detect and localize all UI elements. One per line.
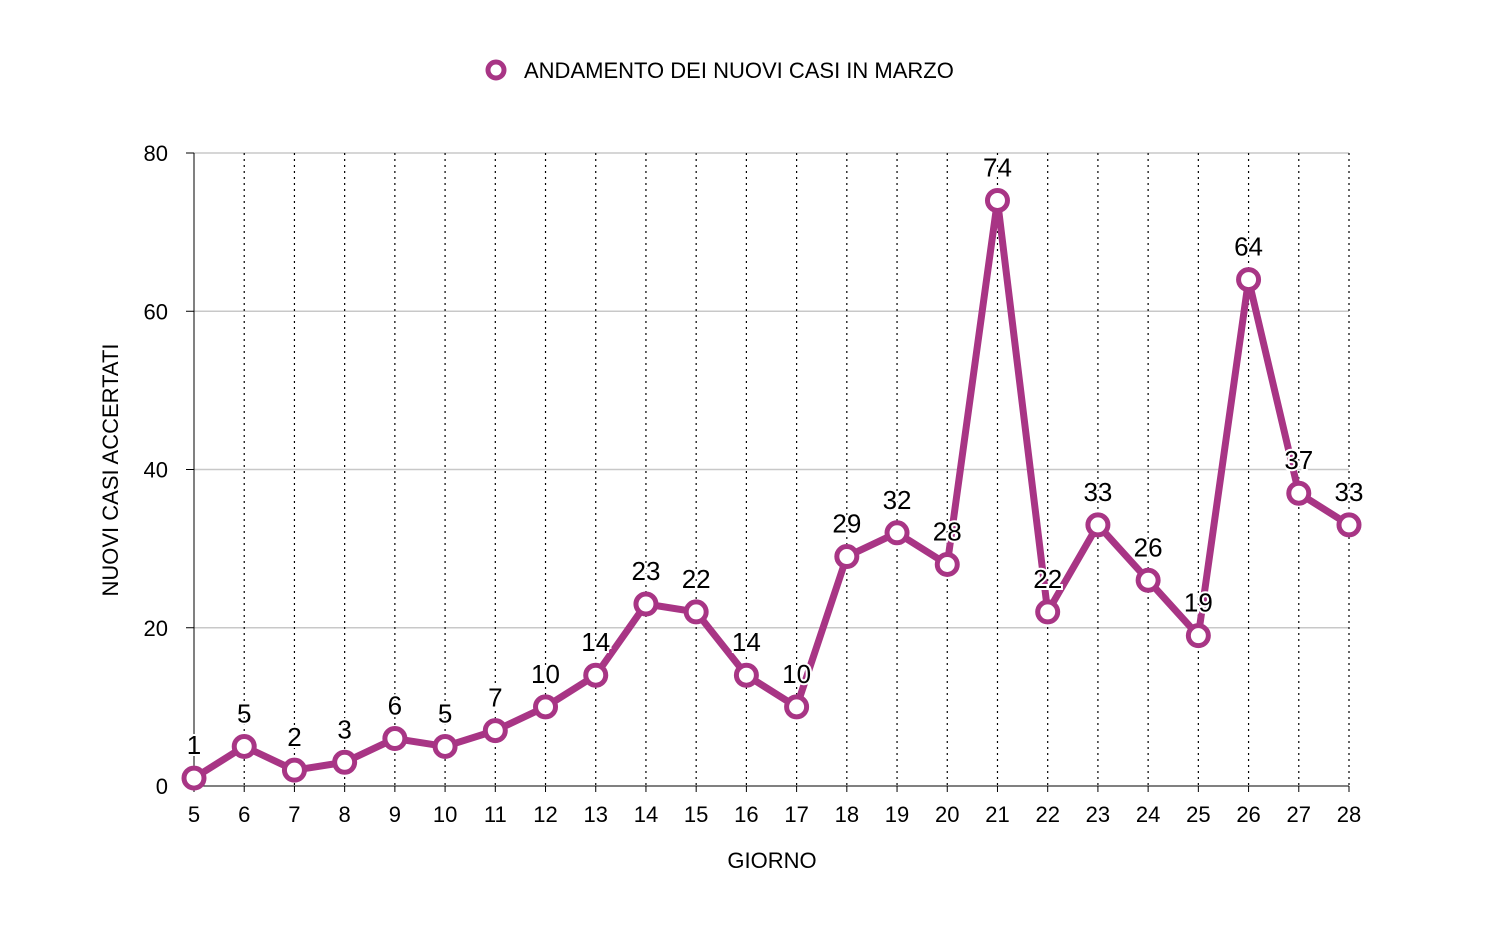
data-label: 1	[187, 730, 201, 760]
data-point-marker	[332, 749, 358, 775]
x-tick-label: 18	[835, 802, 859, 827]
y-tick-label: 40	[144, 458, 168, 483]
data-point-marker	[984, 187, 1010, 213]
x-tick-label: 27	[1287, 802, 1311, 827]
grid	[194, 152, 1350, 786]
data-label: 23	[631, 556, 660, 586]
data-point-marker	[1236, 267, 1262, 293]
x-tick-label: 19	[885, 802, 909, 827]
data-point-marker	[583, 662, 609, 688]
data-label: 29	[832, 509, 861, 539]
y-tick-label: 0	[156, 774, 168, 799]
data-point-marker	[382, 726, 408, 752]
data-label: 22	[1033, 564, 1062, 594]
x-tick-label: 12	[533, 802, 557, 827]
data-label: 5	[438, 698, 452, 728]
data-label: 2	[287, 722, 301, 752]
x-tick-label: 11	[484, 802, 507, 827]
x-tick-label: 25	[1186, 802, 1210, 827]
data-point-marker	[633, 591, 659, 617]
data-label: 33	[1083, 477, 1112, 507]
x-tick-label: 26	[1236, 802, 1260, 827]
y-tick-label: 20	[144, 616, 168, 641]
x-tick-label: 13	[583, 802, 607, 827]
data-point-marker	[1286, 480, 1312, 506]
data-label: 26	[1134, 532, 1163, 562]
data-point-marker	[432, 733, 458, 759]
data-point-marker	[1185, 623, 1211, 649]
data-point-marker	[784, 694, 810, 720]
data-label: 14	[732, 627, 761, 657]
x-tick-label: 6	[238, 802, 250, 827]
data-point-marker	[834, 544, 860, 570]
x-tick-label: 22	[1035, 802, 1059, 827]
data-point-marker	[884, 520, 910, 546]
x-tick-label: 5	[188, 802, 200, 827]
x-tick-label: 24	[1136, 802, 1160, 827]
x-tick-label: 21	[985, 802, 1009, 827]
data-point-marker	[231, 733, 257, 759]
x-tick-label: 9	[389, 802, 401, 827]
data-label: 10	[531, 659, 560, 689]
legend-label: ANDAMENTO DEI NUOVI CASI IN MARZO	[524, 58, 954, 83]
data-point-marker	[1085, 512, 1111, 538]
x-tick-label: 23	[1086, 802, 1110, 827]
series-line	[190, 196, 1353, 782]
data-label: 6	[388, 691, 402, 721]
data-label: 14	[581, 627, 610, 657]
data-label: 32	[883, 485, 912, 515]
x-axis-title: GIORNO	[727, 848, 816, 873]
series-group	[181, 187, 1362, 791]
data-point-marker	[934, 551, 960, 577]
y-axis-title: NUOVI CASI ACCERTATI	[98, 343, 123, 596]
data-point-marker	[1035, 599, 1061, 625]
data-label: 64	[1234, 232, 1263, 262]
y-tick-label: 80	[144, 141, 168, 166]
data-point-marker	[683, 599, 709, 625]
data-label: 5	[237, 698, 251, 728]
x-tick-label: 14	[634, 802, 658, 827]
data-label: 3	[337, 714, 351, 744]
data-point-marker	[281, 757, 307, 783]
data-point-marker	[1336, 512, 1362, 538]
data-point-marker	[482, 718, 508, 744]
data-point-marker	[733, 662, 759, 688]
x-tick-label: 16	[734, 802, 758, 827]
data-label: 22	[682, 564, 711, 594]
legend-marker	[485, 59, 507, 81]
x-tick-label: 15	[684, 802, 708, 827]
x-tick-label: 28	[1337, 802, 1361, 827]
x-tick-label: 8	[339, 802, 351, 827]
data-label: 10	[782, 659, 811, 689]
x-tick-label: 17	[784, 802, 808, 827]
data-label: 7	[488, 683, 502, 713]
y-tick-label: 60	[144, 299, 168, 324]
x-tick-label: 20	[935, 802, 959, 827]
data-label: 28	[933, 516, 962, 546]
data-point-marker	[181, 765, 207, 791]
data-point-marker	[533, 694, 559, 720]
data-point-marker	[1135, 567, 1161, 593]
data-label: 37	[1284, 445, 1313, 475]
data-label: 19	[1184, 588, 1213, 618]
data-label: 74	[983, 152, 1012, 182]
x-tick-label: 7	[288, 802, 300, 827]
data-label: 33	[1335, 477, 1364, 507]
axes	[186, 152, 1350, 792]
x-tick-label: 10	[433, 802, 457, 827]
legend: ANDAMENTO DEI NUOVI CASI IN MARZO	[485, 58, 954, 83]
